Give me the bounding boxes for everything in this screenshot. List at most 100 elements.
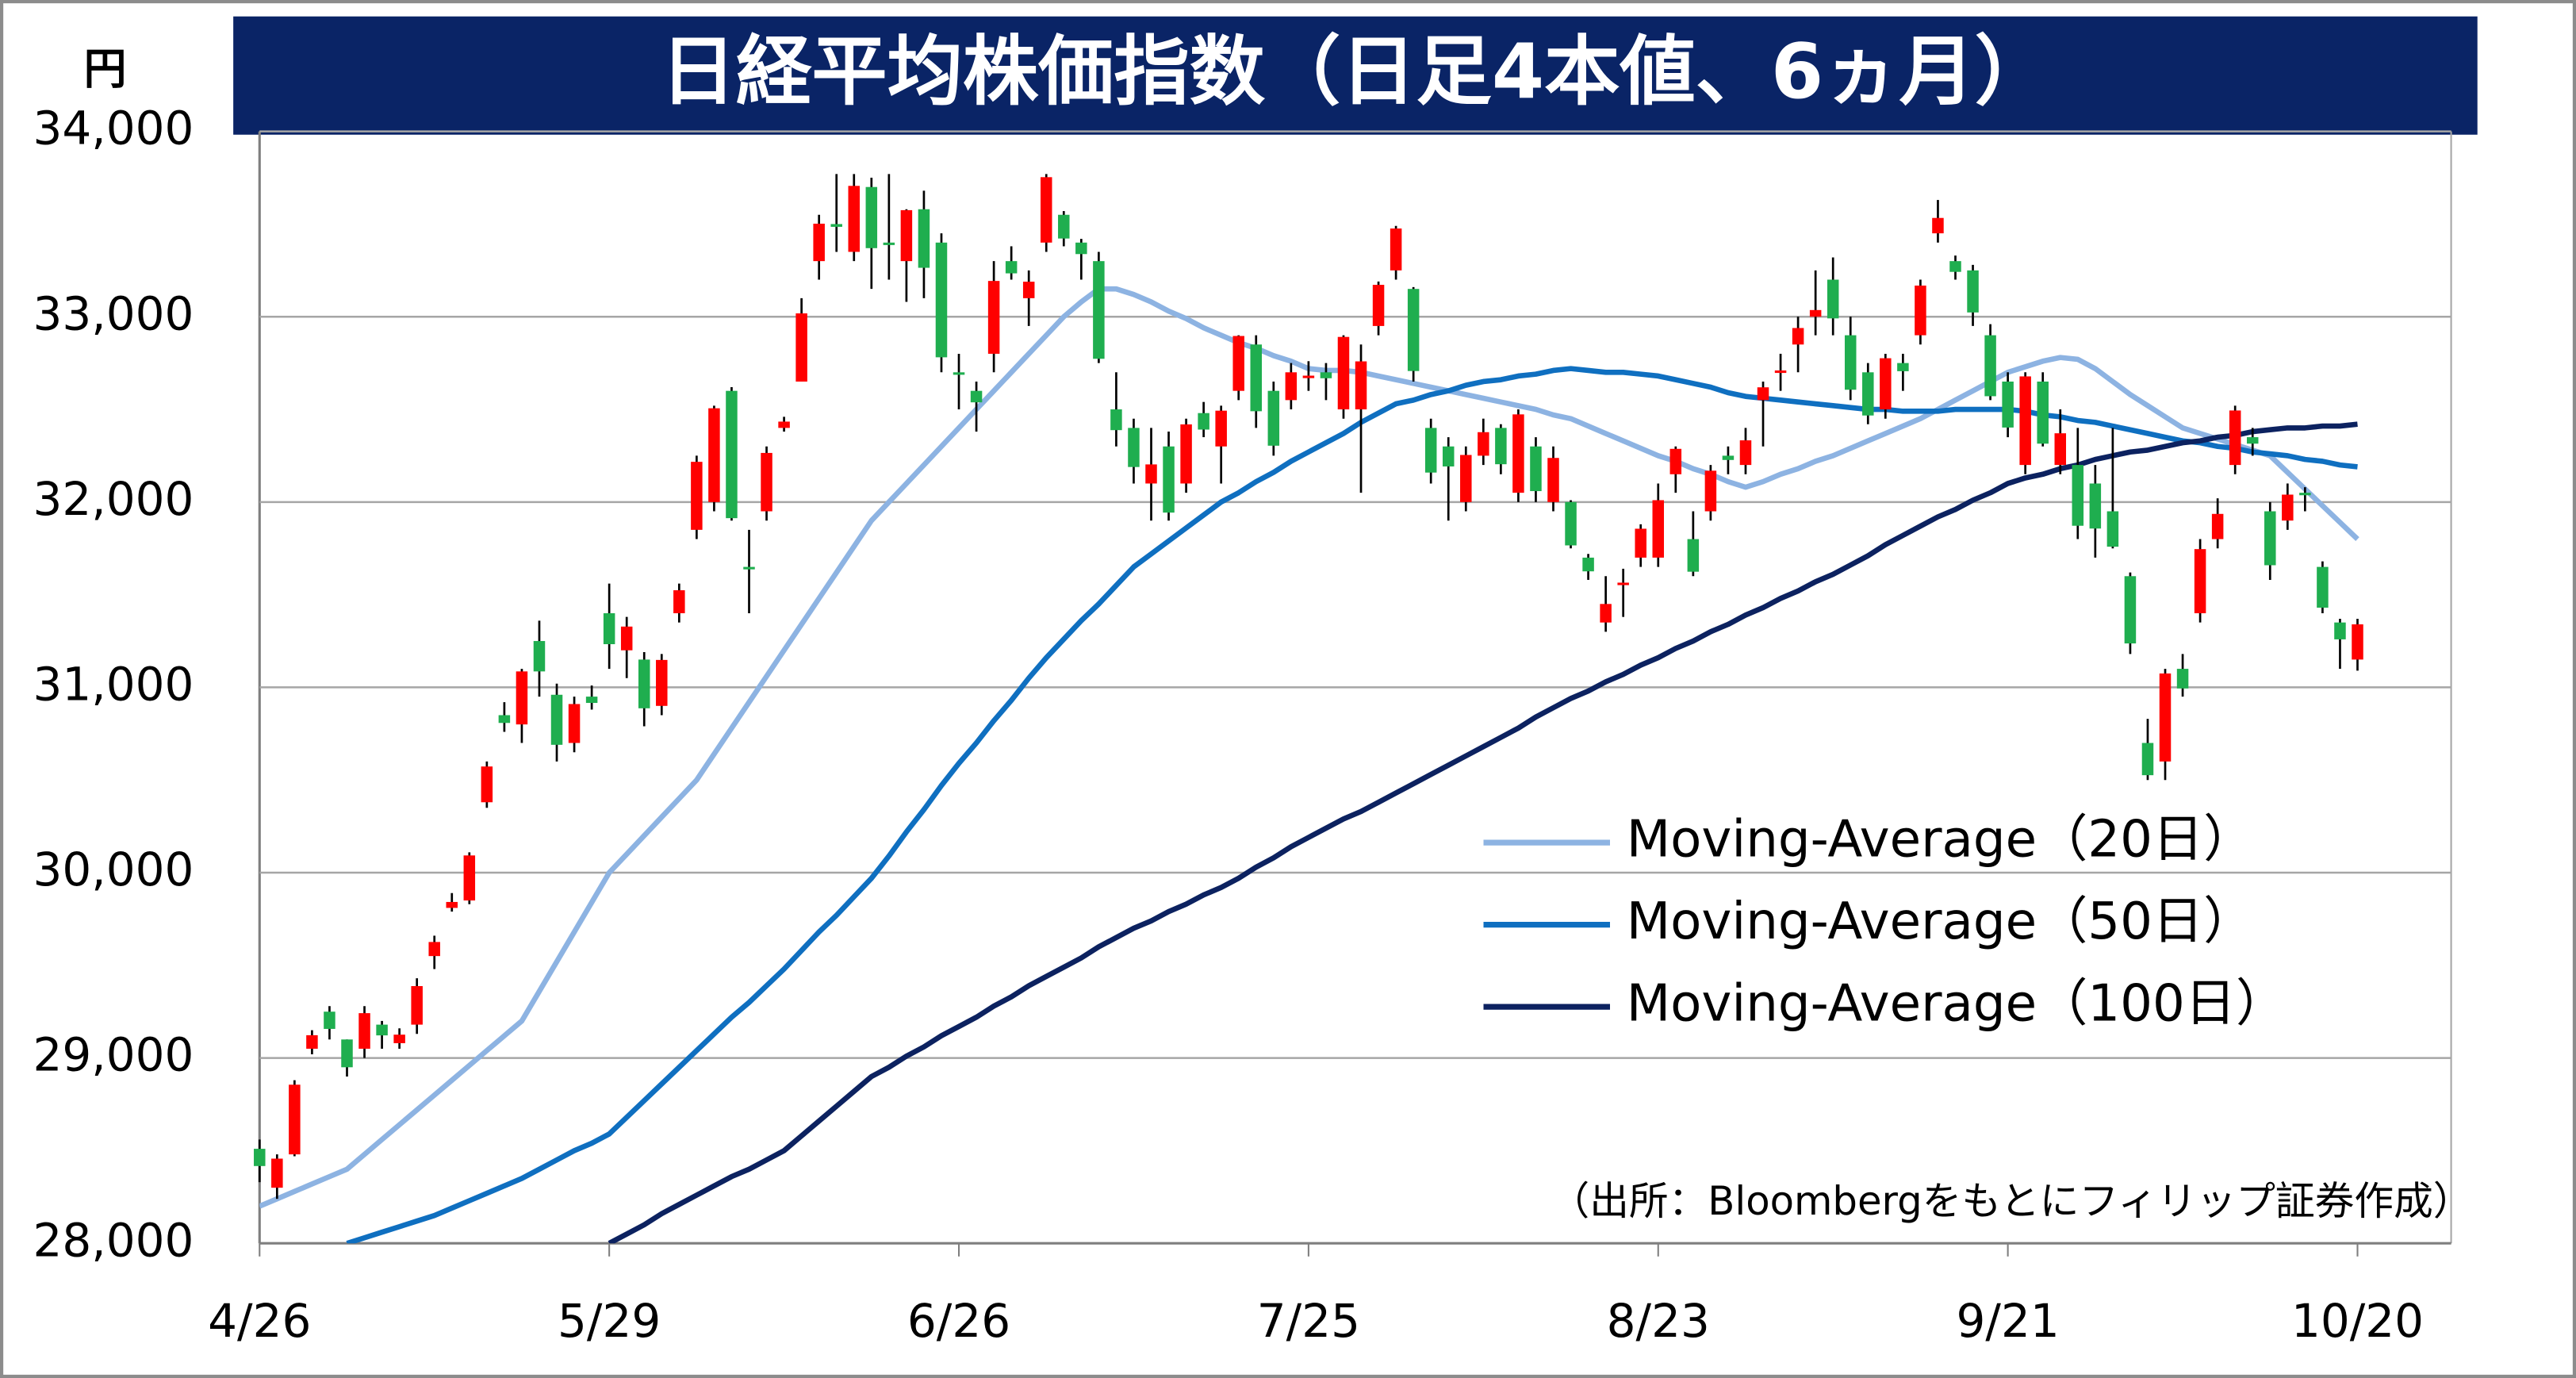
candle-body: [1547, 458, 1559, 502]
candle-body: [1424, 428, 1437, 473]
candle-body: [1040, 177, 1052, 243]
candle-body: [2054, 433, 2067, 466]
candle-body: [1512, 414, 1524, 493]
candle-body: [376, 1024, 388, 1036]
candle-body: [411, 985, 423, 1025]
candle-body: [2141, 743, 2154, 776]
y-tick-label: 34,000: [33, 102, 194, 155]
candle-body: [2264, 511, 2276, 566]
candle-body: [1967, 270, 1979, 313]
candle-body: [2282, 494, 2294, 521]
candle-body: [1460, 455, 1472, 502]
candle-body: [1739, 440, 1752, 466]
candle-body: [446, 901, 458, 908]
legend-label: Moving-Average（100日）: [1627, 974, 2287, 1034]
candle-body: [1897, 363, 1909, 371]
candle-body: [1565, 501, 1577, 546]
candle-body: [673, 590, 685, 613]
candle-body: [2072, 465, 2084, 526]
candle-body: [1058, 214, 1070, 239]
x-tick-label: 9/21: [1957, 1294, 2060, 1348]
candle-body: [1267, 390, 1280, 446]
x-tick-label: 8/23: [1607, 1294, 1710, 1348]
candle-body: [516, 671, 528, 725]
candle-body: [1862, 372, 1874, 416]
candle-body: [900, 209, 913, 262]
candle-body: [341, 1039, 353, 1068]
y-tick-label: 31,000: [33, 658, 194, 712]
candle-body: [2194, 549, 2206, 613]
candle-body: [289, 1084, 301, 1155]
candle-body: [393, 1034, 405, 1043]
candle-body: [1442, 446, 1455, 466]
candle-body: [358, 1013, 370, 1049]
candle-body: [568, 704, 581, 743]
candle-body: [970, 390, 983, 403]
y-unit: 円: [84, 44, 127, 94]
candle-body: [1495, 428, 1507, 465]
candle-body: [1530, 446, 1542, 492]
candle-body: [481, 766, 493, 803]
candle-body: [463, 855, 476, 901]
candle-body: [1337, 336, 1350, 410]
candle-body: [1128, 428, 1140, 467]
candle-body: [708, 408, 720, 502]
candle-body: [743, 566, 755, 570]
candle-body: [778, 421, 790, 428]
candle-body: [1407, 289, 1420, 371]
candle-body: [2317, 566, 2329, 608]
candle-body: [2334, 622, 2346, 639]
candle-body: [603, 612, 615, 645]
candle-body: [1093, 261, 1105, 359]
candle-body: [883, 242, 895, 245]
legend-label: Moving-Average（20日）: [1627, 810, 2255, 869]
candle-body: [2124, 576, 2137, 644]
candle-body: [1617, 582, 1629, 585]
candle-body: [1932, 217, 1944, 234]
candle-body: [848, 186, 861, 252]
candle-body: [1652, 500, 1665, 558]
candle-body: [2002, 381, 2014, 428]
candle-body: [1774, 370, 1787, 374]
candle-body: [813, 223, 825, 262]
y-tick-label: 29,000: [33, 1028, 194, 1082]
candle-body: [1302, 375, 1315, 378]
candle-body: [2229, 410, 2241, 466]
candle-body: [1827, 279, 1839, 319]
candle-body: [2352, 624, 2363, 660]
candle-body: [830, 224, 842, 227]
candle-body: [1809, 309, 1822, 317]
chart-title: 日経平均株価指数（日足4本値、6ヵ月）: [661, 29, 2050, 116]
x-tick-label: 7/25: [1257, 1294, 1360, 1348]
candle-body: [1390, 228, 1402, 271]
candle-body: [1232, 336, 1244, 391]
candle-body: [1915, 285, 1926, 336]
candle-body: [1163, 446, 1175, 513]
candle-body: [1145, 464, 1157, 484]
candle-body: [2159, 673, 2172, 762]
candle-body: [1600, 604, 1612, 623]
y-tick-label: 30,000: [33, 843, 194, 896]
candle-body: [1198, 413, 1209, 430]
candle-body: [2037, 381, 2049, 444]
candle-body: [620, 626, 633, 651]
candle-body: [1669, 448, 1682, 474]
candle-body: [585, 697, 598, 704]
candle-body: [918, 209, 930, 268]
candle-body: [935, 242, 948, 358]
candle-body: [1355, 361, 1367, 410]
candle-body: [1949, 261, 1961, 272]
candle-body: [987, 281, 1000, 354]
candle-body: [1180, 424, 1192, 484]
candle-body: [2246, 437, 2259, 444]
candle-body: [2106, 511, 2119, 547]
candle-body: [1110, 409, 1122, 431]
title-background: [233, 16, 2478, 135]
x-tick-label: 5/29: [558, 1294, 661, 1348]
candle-body: [1635, 528, 1646, 558]
candle-body: [306, 1034, 318, 1049]
candle-body: [1478, 432, 1489, 456]
